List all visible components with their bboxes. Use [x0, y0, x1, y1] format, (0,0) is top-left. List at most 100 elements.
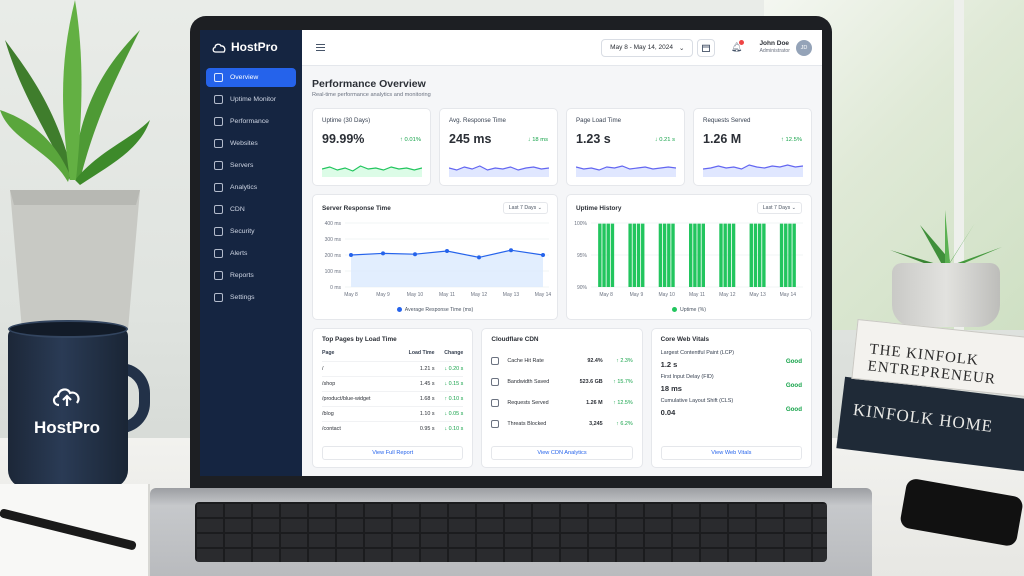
table-row[interactable]: /contact 0.95 s ↓ 0.10 s	[322, 421, 464, 436]
load-change: ↓ 0.15 s	[434, 376, 464, 392]
sidebar-item-uptime-monitor[interactable]: Uptime Monitor	[206, 90, 296, 109]
monitor-icon	[214, 95, 223, 104]
view-cdn-analytics-button[interactable]: View CDN Analytics	[491, 446, 633, 460]
sidebar-item-label: Servers	[230, 162, 254, 169]
load-time: 1.21 s	[395, 361, 435, 377]
page-title: Performance Overview	[312, 78, 426, 90]
uptime-legend-label: Uptime (%)	[680, 307, 706, 313]
user-menu[interactable]: John Doe Administrator	[759, 40, 790, 54]
response-range-select[interactable]: Last 7 Days ⌄	[502, 202, 548, 214]
sidebar-item-settings[interactable]: Settings	[206, 288, 296, 307]
response-chart-title: Server Response Time	[322, 204, 391, 212]
cdn-metric-value: 1.26 M	[586, 399, 603, 406]
view-full-report-button[interactable]: View Full Report	[322, 446, 464, 460]
sidebar-item-label: Overview	[230, 74, 259, 81]
cache-icon	[491, 356, 500, 365]
uptime-bar	[693, 223, 697, 287]
notifications-button[interactable]: 🔔︎	[727, 39, 745, 57]
chevron-down-icon: ⌄	[678, 44, 685, 52]
sidebar-item-reports[interactable]: Reports	[206, 266, 296, 285]
brand-logo[interactable]: HostPro	[206, 40, 296, 68]
sparkline	[576, 165, 676, 177]
load-time: 0.95 s	[395, 421, 435, 436]
requests-icon	[491, 398, 500, 407]
stat-value: 1.23 s	[576, 132, 611, 146]
sidebar-item-cdn[interactable]: CDN	[206, 200, 296, 219]
cdn-title: Cloudflare CDN	[491, 336, 539, 343]
keyboard	[195, 502, 827, 562]
avatar[interactable]: JD	[796, 39, 812, 56]
calendar-button[interactable]	[697, 38, 716, 57]
load-time: 1.45 s	[395, 376, 435, 392]
cdn-panel: Cloudflare CDN Cache Hit Rate 92.4% ↑ 2.3%…	[481, 328, 643, 468]
book-bottom-title: KINFOLK HOME	[852, 399, 995, 437]
stat-label: Requests Served	[703, 117, 751, 124]
cdn-metric-value: 92.4%	[587, 357, 603, 364]
uptime-bar	[658, 223, 663, 287]
uptime-bar	[723, 223, 727, 287]
cdn-metric-delta: ↑ 6.2%	[616, 420, 633, 427]
sidebar-item-alerts[interactable]: Alerts	[206, 244, 296, 263]
data-point	[509, 248, 513, 253]
uptime-bar	[602, 223, 606, 287]
uptime-bar	[727, 223, 732, 287]
load-change: ↓ 0.20 s	[434, 361, 464, 377]
sidebar-item-analytics[interactable]: Analytics	[206, 178, 296, 197]
table-row[interactable]: /shop 1.45 s ↓ 0.15 s	[322, 376, 464, 392]
page-path: /product/blue-widget	[322, 391, 396, 407]
top-pages-table: Page Load Time Change /1.21 s ↓ 0.20 s/sh…	[322, 350, 464, 436]
uptime-range-select[interactable]: Last 7 Days ⌄	[756, 202, 802, 214]
uptime-bar	[719, 223, 723, 287]
sidebar-item-websites[interactable]: Websites	[206, 134, 296, 153]
table-row[interactable]: /1.21 s ↓ 0.20 s	[322, 361, 464, 377]
report-icon	[214, 271, 223, 280]
vital-label: Largest Contentful Paint (LCP)	[660, 350, 735, 356]
sidebar-item-performance[interactable]: Performance	[206, 112, 296, 131]
col-page: Page	[322, 350, 335, 356]
window-frame	[954, 0, 964, 330]
uptime-bar	[636, 223, 641, 287]
x-tick-label: May 8	[344, 292, 358, 298]
view-web-vitals-button[interactable]: View Web Vitals	[660, 446, 802, 460]
bell-icon	[214, 249, 223, 258]
sidebar-item-overview[interactable]: Overview	[206, 68, 296, 87]
cdn-metric-label: Requests Served	[507, 399, 549, 406]
uptime-bar	[701, 223, 705, 287]
uptime-bar	[606, 223, 610, 287]
uptime-bar-chart: 90% 95% 100% May 8 May 9 May 10 May 11 May 12 Ma…	[574, 221, 803, 298]
menu-icon[interactable]	[316, 44, 325, 51]
vital-value: 0.04	[660, 408, 676, 417]
web-vital-item: Cumulative Layout Shift (CLS) 0.04 Good	[661, 398, 802, 417]
sidebar-item-label: Settings	[230, 294, 255, 301]
page-path: /blog	[322, 406, 396, 422]
col-load-time: Load Time	[408, 350, 435, 356]
table-row[interactable]: /blog 1.10 s ↓ 0.05 s	[322, 406, 464, 422]
stat-value: 1.26 M	[703, 132, 742, 146]
potted-plant	[0, 0, 150, 330]
vital-status: Good	[785, 358, 802, 365]
date-range-picker[interactable]: May 8 - May 14, 2024 ⌄	[601, 38, 694, 57]
vital-status: Good	[785, 382, 802, 389]
date-range-label: May 8 - May 14, 2024	[610, 44, 673, 51]
user-name: John Doe	[759, 40, 790, 48]
cloud-upload-icon	[52, 388, 80, 407]
x-tick-label: May 9	[376, 292, 390, 298]
sidebar-item-label: Uptime Monitor	[230, 96, 277, 103]
uptime-bar	[662, 223, 667, 287]
col-change: Change	[444, 350, 464, 356]
uptime-bar	[792, 223, 796, 287]
notification-dot	[739, 39, 745, 45]
table-row[interactable]: /product/blue-widget 1.68 s ↑ 0.10 s	[322, 391, 464, 407]
sidebar-item-label: Alerts	[230, 250, 248, 257]
cdn-metric-value: 523.6 GB	[579, 378, 603, 385]
sparkline-line	[576, 165, 676, 171]
uptime-bar	[788, 223, 792, 287]
uptime-bar	[731, 223, 736, 287]
sidebar-item-servers[interactable]: Servers	[206, 156, 296, 175]
sidebar-item-security[interactable]: Security	[206, 222, 296, 241]
response-legend: Average Response Time (ms)	[313, 307, 557, 313]
page-subtitle: Real-time performance analytics and moni…	[312, 92, 431, 98]
web-vitals-title: Core Web Vitals	[660, 336, 710, 343]
uptime-bar	[689, 223, 693, 287]
stat-card: Requests Served 1.26 M ↑ 12.5%	[693, 108, 812, 186]
